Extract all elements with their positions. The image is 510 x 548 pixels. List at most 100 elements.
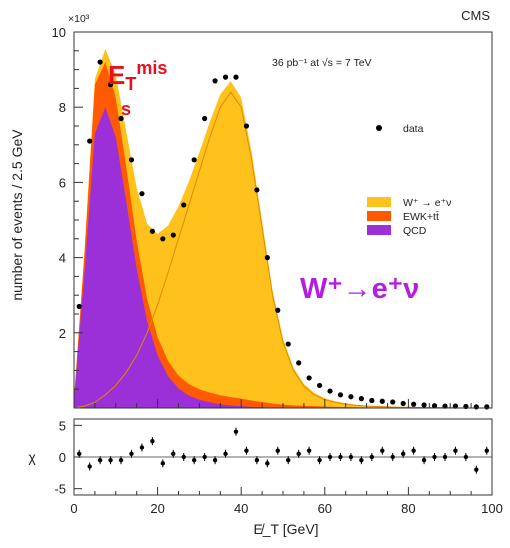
x-tick-label: 40 bbox=[234, 501, 248, 516]
data-point bbox=[149, 228, 155, 234]
residual-point bbox=[265, 461, 270, 466]
residual-x-ticks: 0 20 40 60 80 100 bbox=[70, 487, 503, 516]
residual-y-tick-label: 5 bbox=[59, 418, 66, 433]
data-point bbox=[369, 397, 375, 404]
met-base: E bbox=[108, 60, 125, 90]
residual-point bbox=[181, 454, 186, 460]
x-tick-label: 20 bbox=[150, 501, 164, 516]
residual-point bbox=[421, 457, 427, 463]
residual-point bbox=[77, 451, 82, 457]
x-tick-label: 100 bbox=[481, 501, 503, 516]
residual-point bbox=[338, 454, 343, 460]
data-point bbox=[118, 115, 124, 122]
data-point bbox=[473, 404, 479, 410]
data-point bbox=[379, 398, 385, 404]
residual-y-tick-label: -5 bbox=[54, 482, 66, 497]
data-point bbox=[327, 388, 333, 394]
legend-qcd-swatch bbox=[367, 225, 391, 235]
residual-point bbox=[463, 454, 469, 460]
residual-y-tick-label: 0 bbox=[59, 450, 66, 465]
legend-data-marker bbox=[376, 125, 382, 131]
residual-point bbox=[171, 451, 176, 457]
legend-ewk-swatch bbox=[367, 211, 391, 221]
data-point bbox=[316, 382, 323, 389]
residual-y-axis-title: χ bbox=[28, 449, 36, 465]
data-point bbox=[337, 392, 344, 398]
residual-point bbox=[223, 451, 228, 457]
data-point bbox=[306, 375, 312, 381]
data-point bbox=[411, 401, 417, 407]
residual-point bbox=[348, 454, 354, 460]
met-annotation-tail: s bbox=[121, 99, 131, 119]
residual-point bbox=[254, 457, 260, 463]
stacked-areas bbox=[73, 48, 492, 409]
residual-point bbox=[369, 454, 375, 460]
residual-point bbox=[212, 457, 218, 463]
met-subscript: T bbox=[125, 74, 136, 94]
residual-point bbox=[359, 457, 364, 463]
residual-point bbox=[400, 451, 406, 457]
data-point bbox=[97, 59, 103, 65]
met-annotation: ETmis bbox=[108, 58, 167, 94]
residual-point bbox=[442, 454, 448, 460]
data-point bbox=[452, 403, 459, 409]
y-tick-label: 2 bbox=[59, 326, 66, 341]
residual-point bbox=[139, 445, 145, 450]
data-point bbox=[358, 396, 364, 402]
data-point bbox=[243, 123, 250, 129]
main-x-ticks bbox=[73, 399, 493, 408]
data-point bbox=[296, 360, 302, 366]
legend-qcd-label: QCD bbox=[403, 225, 427, 237]
experiment-label: CMS bbox=[461, 8, 490, 23]
y-tick-label: 10 bbox=[52, 25, 66, 40]
residual-point bbox=[160, 461, 166, 466]
residual-point bbox=[474, 467, 479, 472]
data-point bbox=[191, 157, 197, 163]
residual-point bbox=[191, 457, 197, 463]
data-points bbox=[76, 59, 490, 410]
residual-point bbox=[108, 457, 113, 463]
residual-point bbox=[296, 451, 301, 457]
data-point bbox=[160, 236, 166, 242]
y-tick-label: 4 bbox=[59, 251, 66, 266]
data-point bbox=[421, 402, 427, 408]
met-superscript: mis bbox=[136, 58, 167, 78]
y-tick-label: 6 bbox=[59, 175, 66, 190]
data-point bbox=[484, 404, 490, 410]
residual-point bbox=[233, 429, 239, 434]
residual-point bbox=[453, 448, 458, 453]
residual-point bbox=[484, 448, 489, 453]
residual-point bbox=[306, 448, 312, 453]
residual-point bbox=[244, 448, 249, 453]
data-point bbox=[170, 232, 176, 238]
x-tick-label: 80 bbox=[401, 501, 415, 516]
residual-point bbox=[275, 448, 280, 453]
residual-panel: -5 0 5 0 20 40 60 80 100 χ E̸_T [GeV] bbox=[28, 418, 503, 537]
data-point bbox=[442, 403, 448, 409]
residual-point bbox=[129, 451, 134, 457]
data-point bbox=[431, 403, 438, 409]
legend-data-label: data bbox=[403, 123, 424, 135]
residual-point bbox=[286, 457, 291, 463]
residual-point bbox=[411, 448, 416, 453]
data-point bbox=[139, 191, 145, 197]
residual-point bbox=[432, 454, 437, 460]
residual-point bbox=[390, 454, 395, 460]
data-point bbox=[181, 202, 187, 208]
area-w bbox=[74, 48, 492, 409]
x-tick-label: 0 bbox=[70, 501, 77, 516]
y-scale-note: ×10³ bbox=[68, 13, 90, 25]
residual-point bbox=[150, 438, 155, 444]
legend-w-swatch bbox=[367, 197, 391, 207]
residual-point bbox=[97, 457, 103, 463]
data-point bbox=[212, 78, 218, 84]
data-point bbox=[390, 399, 396, 405]
data-point bbox=[128, 157, 135, 163]
data-point bbox=[400, 400, 406, 407]
residual-point bbox=[118, 457, 124, 463]
residual-point bbox=[327, 454, 333, 460]
y-tick-label: 8 bbox=[59, 100, 66, 115]
luminosity-label: 36 pb⁻¹ at √s = 7 TeV bbox=[272, 57, 372, 69]
data-point bbox=[264, 255, 270, 261]
